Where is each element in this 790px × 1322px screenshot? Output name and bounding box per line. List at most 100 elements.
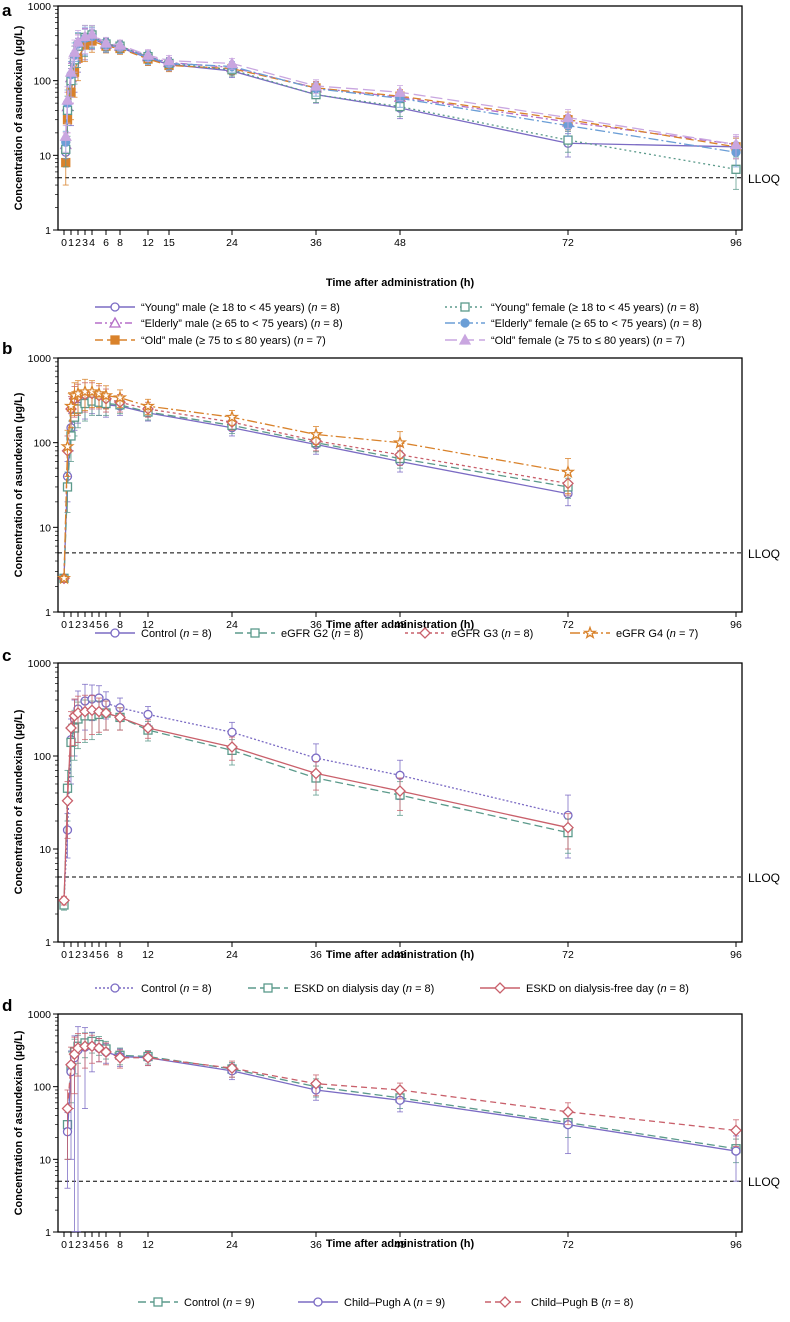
plot-frame [57, 1013, 743, 1233]
x-tick-label: 72 [562, 1239, 574, 1251]
x-tick-label: 15 [163, 237, 175, 249]
x-tick-label: 96 [730, 619, 742, 631]
legend-label-prefix: Child–Pugh B ( [531, 1297, 605, 1309]
x-tick-label: 12 [142, 1239, 154, 1251]
data-point [56, 570, 72, 585]
data-point [60, 439, 75, 453]
legend: “Young” male (≥ 18 to < 45 years) (n = 8… [95, 302, 702, 347]
x-tick-label: 6 [103, 619, 109, 631]
y-tick-label: 100 [33, 76, 51, 88]
data-point [143, 709, 153, 720]
x-tick-label: 3 [82, 949, 88, 961]
x-tick-label: 12 [142, 619, 154, 631]
legend-marker [458, 333, 472, 345]
x-tick-label: 96 [730, 1239, 742, 1251]
x-tick-label: 2 [75, 619, 81, 631]
data-point [112, 390, 128, 404]
legend-marker [419, 627, 431, 639]
series-5 [61, 26, 741, 168]
x-tick-label: 2 [75, 949, 81, 961]
series-line [65, 34, 737, 170]
data-point [142, 1051, 154, 1064]
legend-label-prefix: ESKD on dialysis day ( [294, 983, 406, 995]
y-tick-label: 100 [33, 438, 51, 450]
legend-entry: Control (n = 9) [138, 1297, 255, 1309]
y-tick-label: 1 [45, 1227, 51, 1239]
legend-label-n: n [673, 318, 679, 330]
legend-entry: ESKD on dialysis-free day (n = 8) [480, 982, 689, 995]
legend-label-n: n [670, 628, 676, 640]
legend-label-n: n [657, 335, 663, 347]
legend-marker [499, 1296, 511, 1308]
legend-label-suffix: = 7) [303, 335, 325, 347]
legend-label-suffix: = 7) [676, 628, 698, 640]
legend-label-prefix: “Young” female (≥ 18 to < 45 years) ( [491, 302, 671, 314]
y-tick-label: 1000 [28, 353, 52, 365]
data-point [68, 45, 81, 57]
data-point [91, 386, 107, 400]
legend-entry: “Old” female (≥ 75 to ≤ 80 years) (n = 7… [445, 333, 685, 347]
legend-marker [108, 316, 122, 328]
data-point [113, 38, 127, 50]
data-point [227, 727, 237, 737]
y-tick-label: 100 [33, 1082, 51, 1094]
data-point [562, 1105, 574, 1118]
data-point [93, 1042, 105, 1054]
x-tick-label: 0 [61, 1239, 67, 1251]
y-tick-label: 1 [45, 607, 51, 619]
y-tick-label: 10 [39, 522, 51, 534]
y-axis-label: Concentration of asundexian (µg/L) [13, 709, 25, 894]
x-tick-label: 3 [82, 619, 88, 631]
y-axis-label: Concentration of asundexian (µg/L) [13, 25, 25, 210]
legend-label-prefix: “Elderly” male (≥ 65 to < 75 years) ( [141, 318, 315, 330]
legend-label-prefix: Child–Pugh A ( [344, 1297, 417, 1309]
data-point [84, 384, 100, 398]
x-tick-label: 5 [96, 949, 102, 961]
x-tick-label: 48 [394, 237, 406, 249]
lloq-label: LLOQ [748, 1175, 780, 1189]
data-point [61, 1102, 74, 1115]
x-tick-label: 8 [117, 237, 123, 249]
legend-label-suffix: = 8) [341, 628, 363, 640]
legend: Control (n = 8) ESKD on dialysis day (n =… [95, 982, 689, 995]
data-point [140, 398, 156, 413]
series-6 [59, 24, 743, 160]
y-tick-label: 100 [33, 751, 51, 763]
legend-label: “Old” male (≥ 75 to ≤ 80 years) (n = 7) [141, 335, 326, 347]
panel-letter: a [2, 1, 12, 20]
legend-label-suffix: = 8) [611, 1297, 633, 1309]
legend-label-n: n [417, 1297, 423, 1309]
x-axis-label: Time after administration (h) [326, 949, 475, 961]
legend-entry: “Old” male (≥ 75 to ≤ 80 years) (n = 7) [95, 335, 326, 347]
x-tick-label: 24 [226, 1239, 238, 1251]
legend-label-suffix: = 8) [677, 302, 699, 314]
x-tick-label: 24 [226, 619, 238, 631]
x-tick-label: 1 [68, 1239, 74, 1251]
legend-label-suffix: = 8) [412, 983, 434, 995]
x-tick-label: 72 [562, 237, 574, 249]
x-axis-label: Time after administration (h) [326, 1238, 475, 1250]
x-tick-label: 24 [226, 237, 238, 249]
series-4 [56, 378, 576, 585]
data-point [99, 36, 113, 48]
series-2 [62, 1026, 741, 1233]
y-tick-label: 1000 [28, 1, 52, 13]
data-point [71, 35, 85, 47]
data-point [394, 1084, 406, 1096]
legend-marker [494, 982, 506, 994]
legend-label-prefix: ESKD on dialysis-free day ( [526, 983, 661, 995]
x-tick-label: 48 [394, 619, 406, 631]
y-tick-label: 1 [45, 225, 51, 237]
series-line [63, 709, 569, 901]
legend-entry: “Elderly” male (≥ 65 to < 75 years) (n =… [95, 316, 343, 330]
data-point [563, 135, 573, 145]
legend: Control (n = 8) eGFR G2 (n = 8) eGFR G3 (n… [95, 625, 698, 640]
legend-label-n: n [297, 335, 303, 347]
legend-label: ESKD on dialysis-free day (n = 8) [526, 983, 689, 995]
x-tick-label: 1 [68, 949, 74, 961]
legend-marker [313, 1297, 323, 1307]
legend-label: “Elderly” female (≥ 65 to < 75 years) (n… [491, 318, 702, 330]
data-point [731, 1146, 741, 1156]
series-3 [58, 694, 574, 907]
legend-label-prefix: eGFR G3 ( [451, 628, 505, 640]
